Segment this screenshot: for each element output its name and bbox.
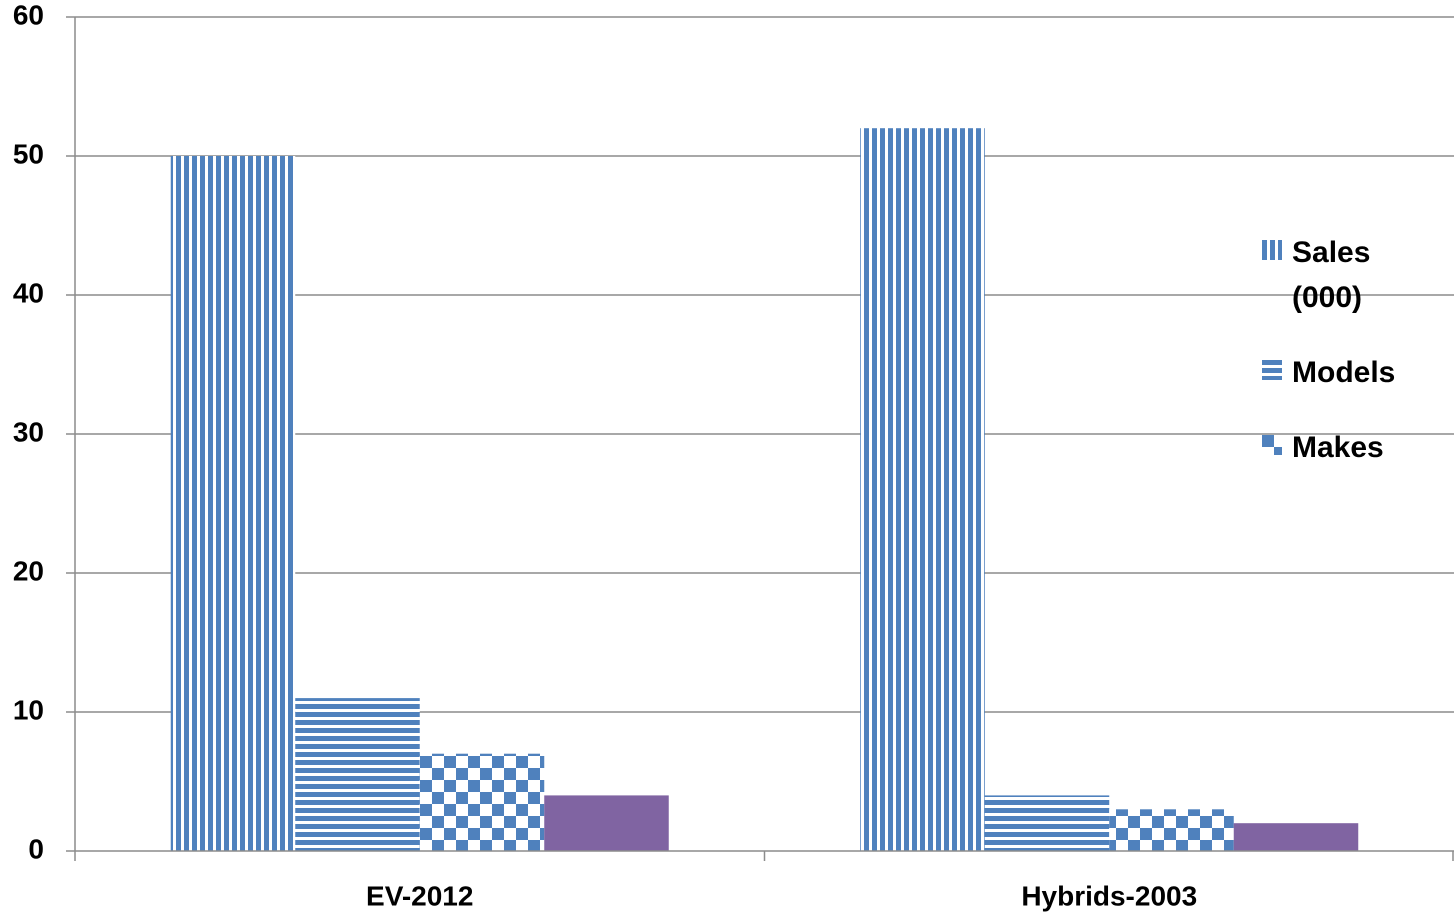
bar xyxy=(860,128,985,851)
legend-item: Sales (000) xyxy=(1262,230,1412,320)
bar xyxy=(984,795,1110,851)
bar xyxy=(544,795,669,851)
bar xyxy=(419,753,545,851)
y-tick-label: 40 xyxy=(13,277,44,308)
legend-item: Makes xyxy=(1262,425,1412,470)
bar xyxy=(1109,809,1234,851)
y-tick-label: 50 xyxy=(13,138,44,169)
x-tick-label: EV-2012 xyxy=(366,880,473,911)
x-tick-label: Hybrids-2003 xyxy=(1021,880,1197,911)
legend: Sales (000) Models Makes xyxy=(1262,230,1412,500)
bar xyxy=(1233,823,1359,851)
y-tick-label: 20 xyxy=(13,555,44,586)
legend-swatch xyxy=(1262,360,1282,380)
bar xyxy=(295,698,420,851)
y-tick-label: 0 xyxy=(28,833,44,864)
legend-swatch xyxy=(1262,240,1282,260)
legend-swatch xyxy=(1262,435,1282,455)
y-tick-label: 30 xyxy=(13,416,44,447)
legend-label: Sales (000) xyxy=(1292,236,1371,314)
legend-item: Models xyxy=(1262,350,1412,395)
bar xyxy=(170,156,296,851)
y-tick-label: 10 xyxy=(13,694,44,725)
legend-label: Models xyxy=(1292,356,1396,389)
legend-label: Makes xyxy=(1292,431,1384,464)
y-tick-label: 60 xyxy=(13,0,44,30)
